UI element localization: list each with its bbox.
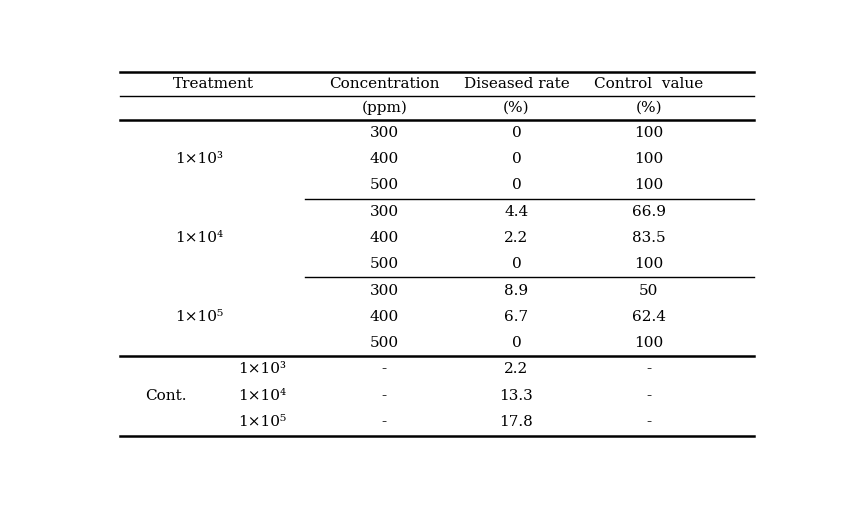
Text: 0: 0 (511, 152, 521, 166)
Text: 1×10³: 1×10³ (175, 152, 223, 166)
Text: 100: 100 (633, 178, 663, 192)
Text: 400: 400 (369, 231, 399, 245)
Text: 2.2: 2.2 (504, 231, 528, 245)
Text: (%): (%) (503, 101, 529, 115)
Text: 100: 100 (633, 257, 663, 271)
Text: Treatment: Treatment (172, 77, 253, 91)
Text: 500: 500 (369, 178, 399, 192)
Text: 1×10³: 1×10³ (238, 362, 285, 376)
Text: -: - (645, 362, 651, 376)
Text: 1×10⁴: 1×10⁴ (175, 231, 223, 245)
Text: 1×10⁵: 1×10⁵ (175, 310, 223, 324)
Text: 400: 400 (369, 152, 399, 166)
Text: (ppm): (ppm) (361, 101, 406, 115)
Text: 300: 300 (369, 205, 399, 219)
Text: 66.9: 66.9 (631, 205, 665, 219)
Text: 100: 100 (633, 126, 663, 140)
Text: 500: 500 (369, 257, 399, 271)
Text: 300: 300 (369, 283, 399, 298)
Text: -: - (381, 362, 387, 376)
Text: 13.3: 13.3 (499, 389, 532, 403)
Text: -: - (381, 389, 387, 403)
Text: Concentration: Concentration (329, 77, 439, 91)
Text: 0: 0 (511, 126, 521, 140)
Text: 1×10⁴: 1×10⁴ (238, 389, 285, 403)
Text: 400: 400 (369, 310, 399, 324)
Text: Diseased rate: Diseased rate (463, 77, 568, 91)
Text: (%): (%) (635, 101, 661, 115)
Text: 0: 0 (511, 336, 521, 350)
Text: 100: 100 (633, 336, 663, 350)
Text: 100: 100 (633, 152, 663, 166)
Text: 17.8: 17.8 (499, 415, 532, 429)
Text: 2.2: 2.2 (504, 362, 528, 376)
Text: -: - (381, 415, 387, 429)
Text: 500: 500 (369, 336, 399, 350)
Text: 62.4: 62.4 (631, 310, 665, 324)
Text: -: - (645, 415, 651, 429)
Text: 83.5: 83.5 (631, 231, 665, 245)
Text: -: - (645, 389, 651, 403)
Text: 50: 50 (638, 283, 658, 298)
Text: 0: 0 (511, 257, 521, 271)
Text: Cont.: Cont. (145, 389, 187, 403)
Text: Control  value: Control value (593, 77, 703, 91)
Text: 4.4: 4.4 (504, 205, 528, 219)
Text: 1×10⁵: 1×10⁵ (238, 415, 285, 429)
Text: 8.9: 8.9 (504, 283, 528, 298)
Text: 6.7: 6.7 (504, 310, 528, 324)
Text: 0: 0 (511, 178, 521, 192)
Text: 300: 300 (369, 126, 399, 140)
